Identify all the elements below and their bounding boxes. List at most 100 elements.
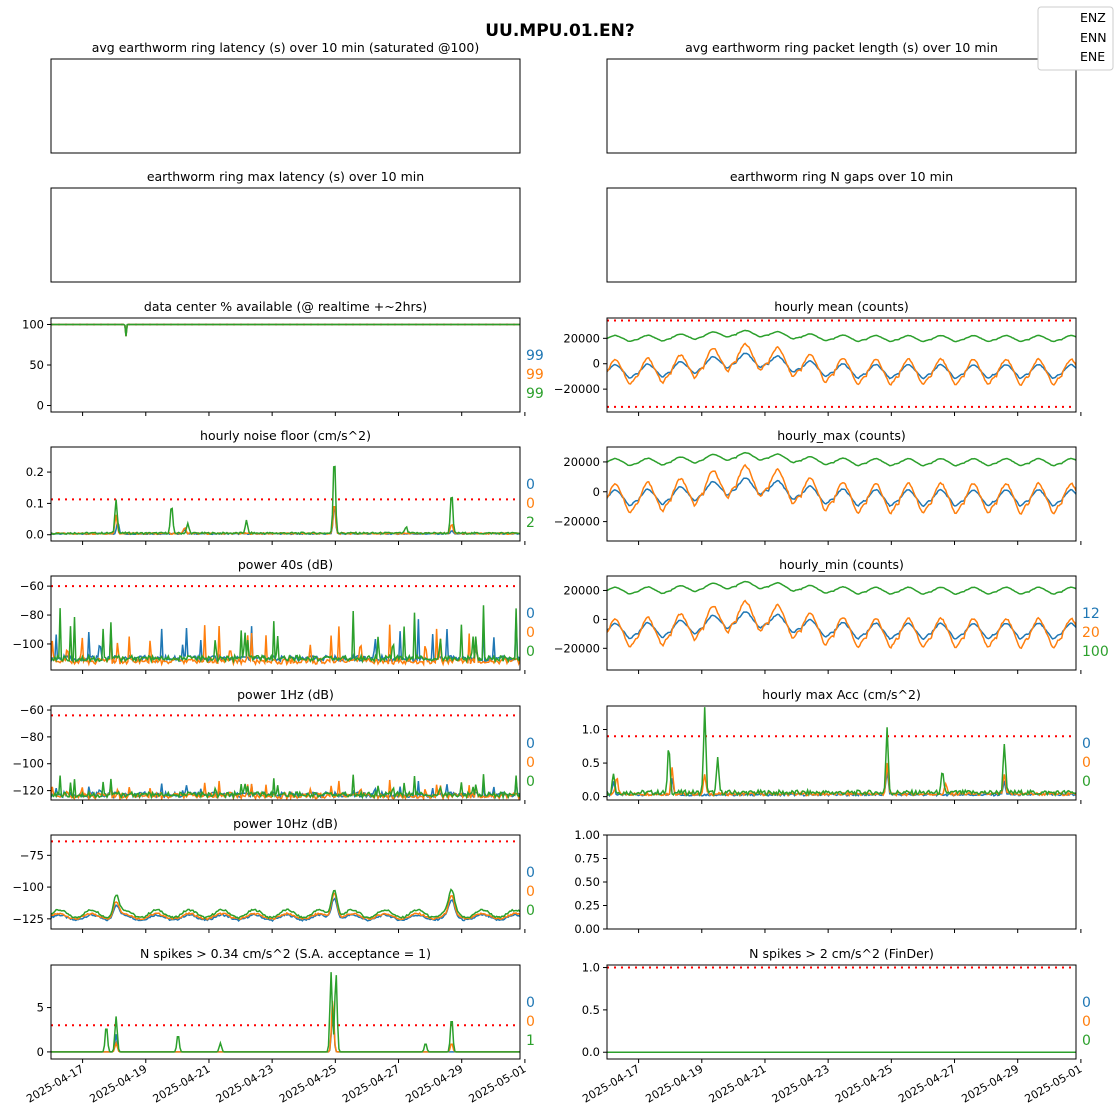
panel-title: earthworm ring max latency (s) over 10 m… xyxy=(147,169,424,184)
panel-p6: hourly noise floor (cm/s^2) 0.0 0.1 0.2 0 0 2 xyxy=(26,428,535,545)
x-tick-label: 2025-04-27 xyxy=(896,1062,958,1105)
y-tick-label: −20000 xyxy=(554,382,600,396)
panel-p15: N spikes > 2 cm/s^2 (FinDer) 0.0 0.5 1.0 202… xyxy=(580,946,1091,1106)
panel-p8: power 40s (dB) −100 −80 −60 0 0 0 xyxy=(12,557,535,674)
panel-title: earthworm ring N gaps over 10 min xyxy=(730,169,953,184)
status-value: 2 xyxy=(526,515,535,531)
y-tick-label: 1.0 xyxy=(582,961,600,975)
series-group xyxy=(51,888,520,922)
series-group xyxy=(51,465,520,536)
plot-frame xyxy=(50,705,521,801)
series-line-enn xyxy=(607,762,1076,797)
y-tick-label: −20000 xyxy=(554,515,600,529)
x-tick-label: 2025-04-23 xyxy=(214,1062,276,1105)
panel-p5: hourly mean (counts) −20000 0 20000 xyxy=(554,299,1082,416)
status-value: 0 xyxy=(526,496,535,512)
panel-title: hourly noise floor (cm/s^2) xyxy=(200,428,371,443)
y-tick-label: −20000 xyxy=(554,641,600,655)
panel-title: N spikes > 2 cm/s^2 (FinDer) xyxy=(749,946,934,961)
y-tick-label: 20000 xyxy=(563,331,600,345)
status-value: 0 xyxy=(526,755,535,771)
plot-frame xyxy=(50,575,521,671)
x-tick-label: 2025-04-25 xyxy=(833,1062,895,1105)
status-value: 0 xyxy=(526,644,535,660)
y-tick-label: 100 xyxy=(22,317,44,331)
panels: avg earthworm ring latency (s) over 10 m… xyxy=(12,40,1108,1106)
panel-title: hourly mean (counts) xyxy=(774,299,908,314)
y-tick-label: 0.2 xyxy=(26,465,44,479)
status-value: 20 xyxy=(1082,625,1100,641)
status-value: 0 xyxy=(526,774,535,790)
plot-frame xyxy=(606,964,1077,1060)
plot-frame xyxy=(606,58,1077,154)
y-tick-label: 0 xyxy=(593,485,600,499)
series-line-enn xyxy=(607,463,1076,515)
y-tick-label: 0 xyxy=(593,357,600,371)
series-line-enz xyxy=(51,323,520,337)
x-tick-label: 2025-04-29 xyxy=(959,1062,1021,1105)
status-value: 100 xyxy=(1082,644,1109,660)
status-value: 1 xyxy=(526,1033,535,1049)
y-tick-label: 0.75 xyxy=(574,852,600,866)
series-group xyxy=(51,774,520,800)
panel-p0: avg earthworm ring latency (s) over 10 m… xyxy=(50,40,521,154)
y-tick-label: 1.0 xyxy=(582,723,600,737)
y-tick-label: −60 xyxy=(20,579,44,593)
y-tick-label: 0.1 xyxy=(26,496,44,510)
y-tick-label: 0.0 xyxy=(26,528,44,542)
status-value: 0 xyxy=(1082,774,1091,790)
series-group xyxy=(607,329,1076,387)
series-line-enn xyxy=(51,892,520,921)
panel-p14: N spikes > 0.34 cm/s^2 (S.A. acceptance … xyxy=(24,946,535,1106)
series-line-ene xyxy=(607,707,1076,798)
y-tick-label: 20000 xyxy=(563,583,600,597)
y-tick-label: 0.50 xyxy=(574,875,600,889)
x-tick-label: 2025-04-19 xyxy=(643,1062,705,1105)
status-value: 0 xyxy=(526,884,535,900)
plot-frame xyxy=(606,317,1077,413)
y-tick-label: 5 xyxy=(37,1001,44,1015)
y-tick-label: 1.00 xyxy=(574,828,600,842)
y-tick-label: −125 xyxy=(12,912,44,926)
panel-title: hourly_max (counts) xyxy=(777,428,906,443)
series-group xyxy=(607,707,1076,798)
plot-frame xyxy=(50,834,521,930)
panel-p2: earthworm ring max latency (s) over 10 m… xyxy=(50,169,521,283)
series-line-enz xyxy=(51,617,520,664)
y-tick-label: −100 xyxy=(12,757,44,771)
series-line-ene xyxy=(607,329,1076,343)
plot-frame xyxy=(50,446,521,542)
y-tick-label: 50 xyxy=(29,358,44,372)
panel-p1: avg earthworm ring packet length (s) ove… xyxy=(606,40,1077,154)
series-group xyxy=(607,580,1076,650)
plot-frame xyxy=(606,187,1077,283)
status-value: 0 xyxy=(1082,995,1091,1011)
panel-title: data center % available (@ realtime +~2h… xyxy=(144,299,427,314)
panel-title: power 1Hz (dB) xyxy=(237,687,334,702)
series-line-ene xyxy=(51,605,520,664)
status-value: 0 xyxy=(1082,1014,1091,1030)
series-group xyxy=(51,972,520,1053)
x-tick-label: 2025-04-17 xyxy=(580,1062,642,1105)
plot-frame xyxy=(50,317,521,413)
status-value: 0 xyxy=(526,1014,535,1030)
y-tick-label: 0 xyxy=(37,1045,44,1059)
y-tick-label: 0.25 xyxy=(574,899,600,913)
figure-title: UU.MPU.01.EN? xyxy=(485,21,635,41)
status-value: 0 xyxy=(1082,736,1091,752)
status-value: 0 xyxy=(526,477,535,493)
status-value: 0 xyxy=(526,736,535,752)
plot-frame xyxy=(606,834,1077,930)
plot-frame xyxy=(606,705,1077,801)
y-tick-label: −75 xyxy=(20,848,44,862)
y-tick-label: 0 xyxy=(37,399,44,413)
y-tick-label: −100 xyxy=(12,637,44,651)
status-value: 0 xyxy=(526,995,535,1011)
panel-p7: hourly_max (counts) −20000 0 20000 xyxy=(554,428,1082,545)
legend: ENZ ENN ENE xyxy=(1037,6,1114,71)
series-line-enn xyxy=(607,599,1076,650)
x-tick-label: 2025-04-19 xyxy=(87,1062,149,1105)
panel-title: hourly_min (counts) xyxy=(779,557,904,572)
plot-frame xyxy=(606,446,1077,542)
status-value: 0 xyxy=(526,625,535,641)
